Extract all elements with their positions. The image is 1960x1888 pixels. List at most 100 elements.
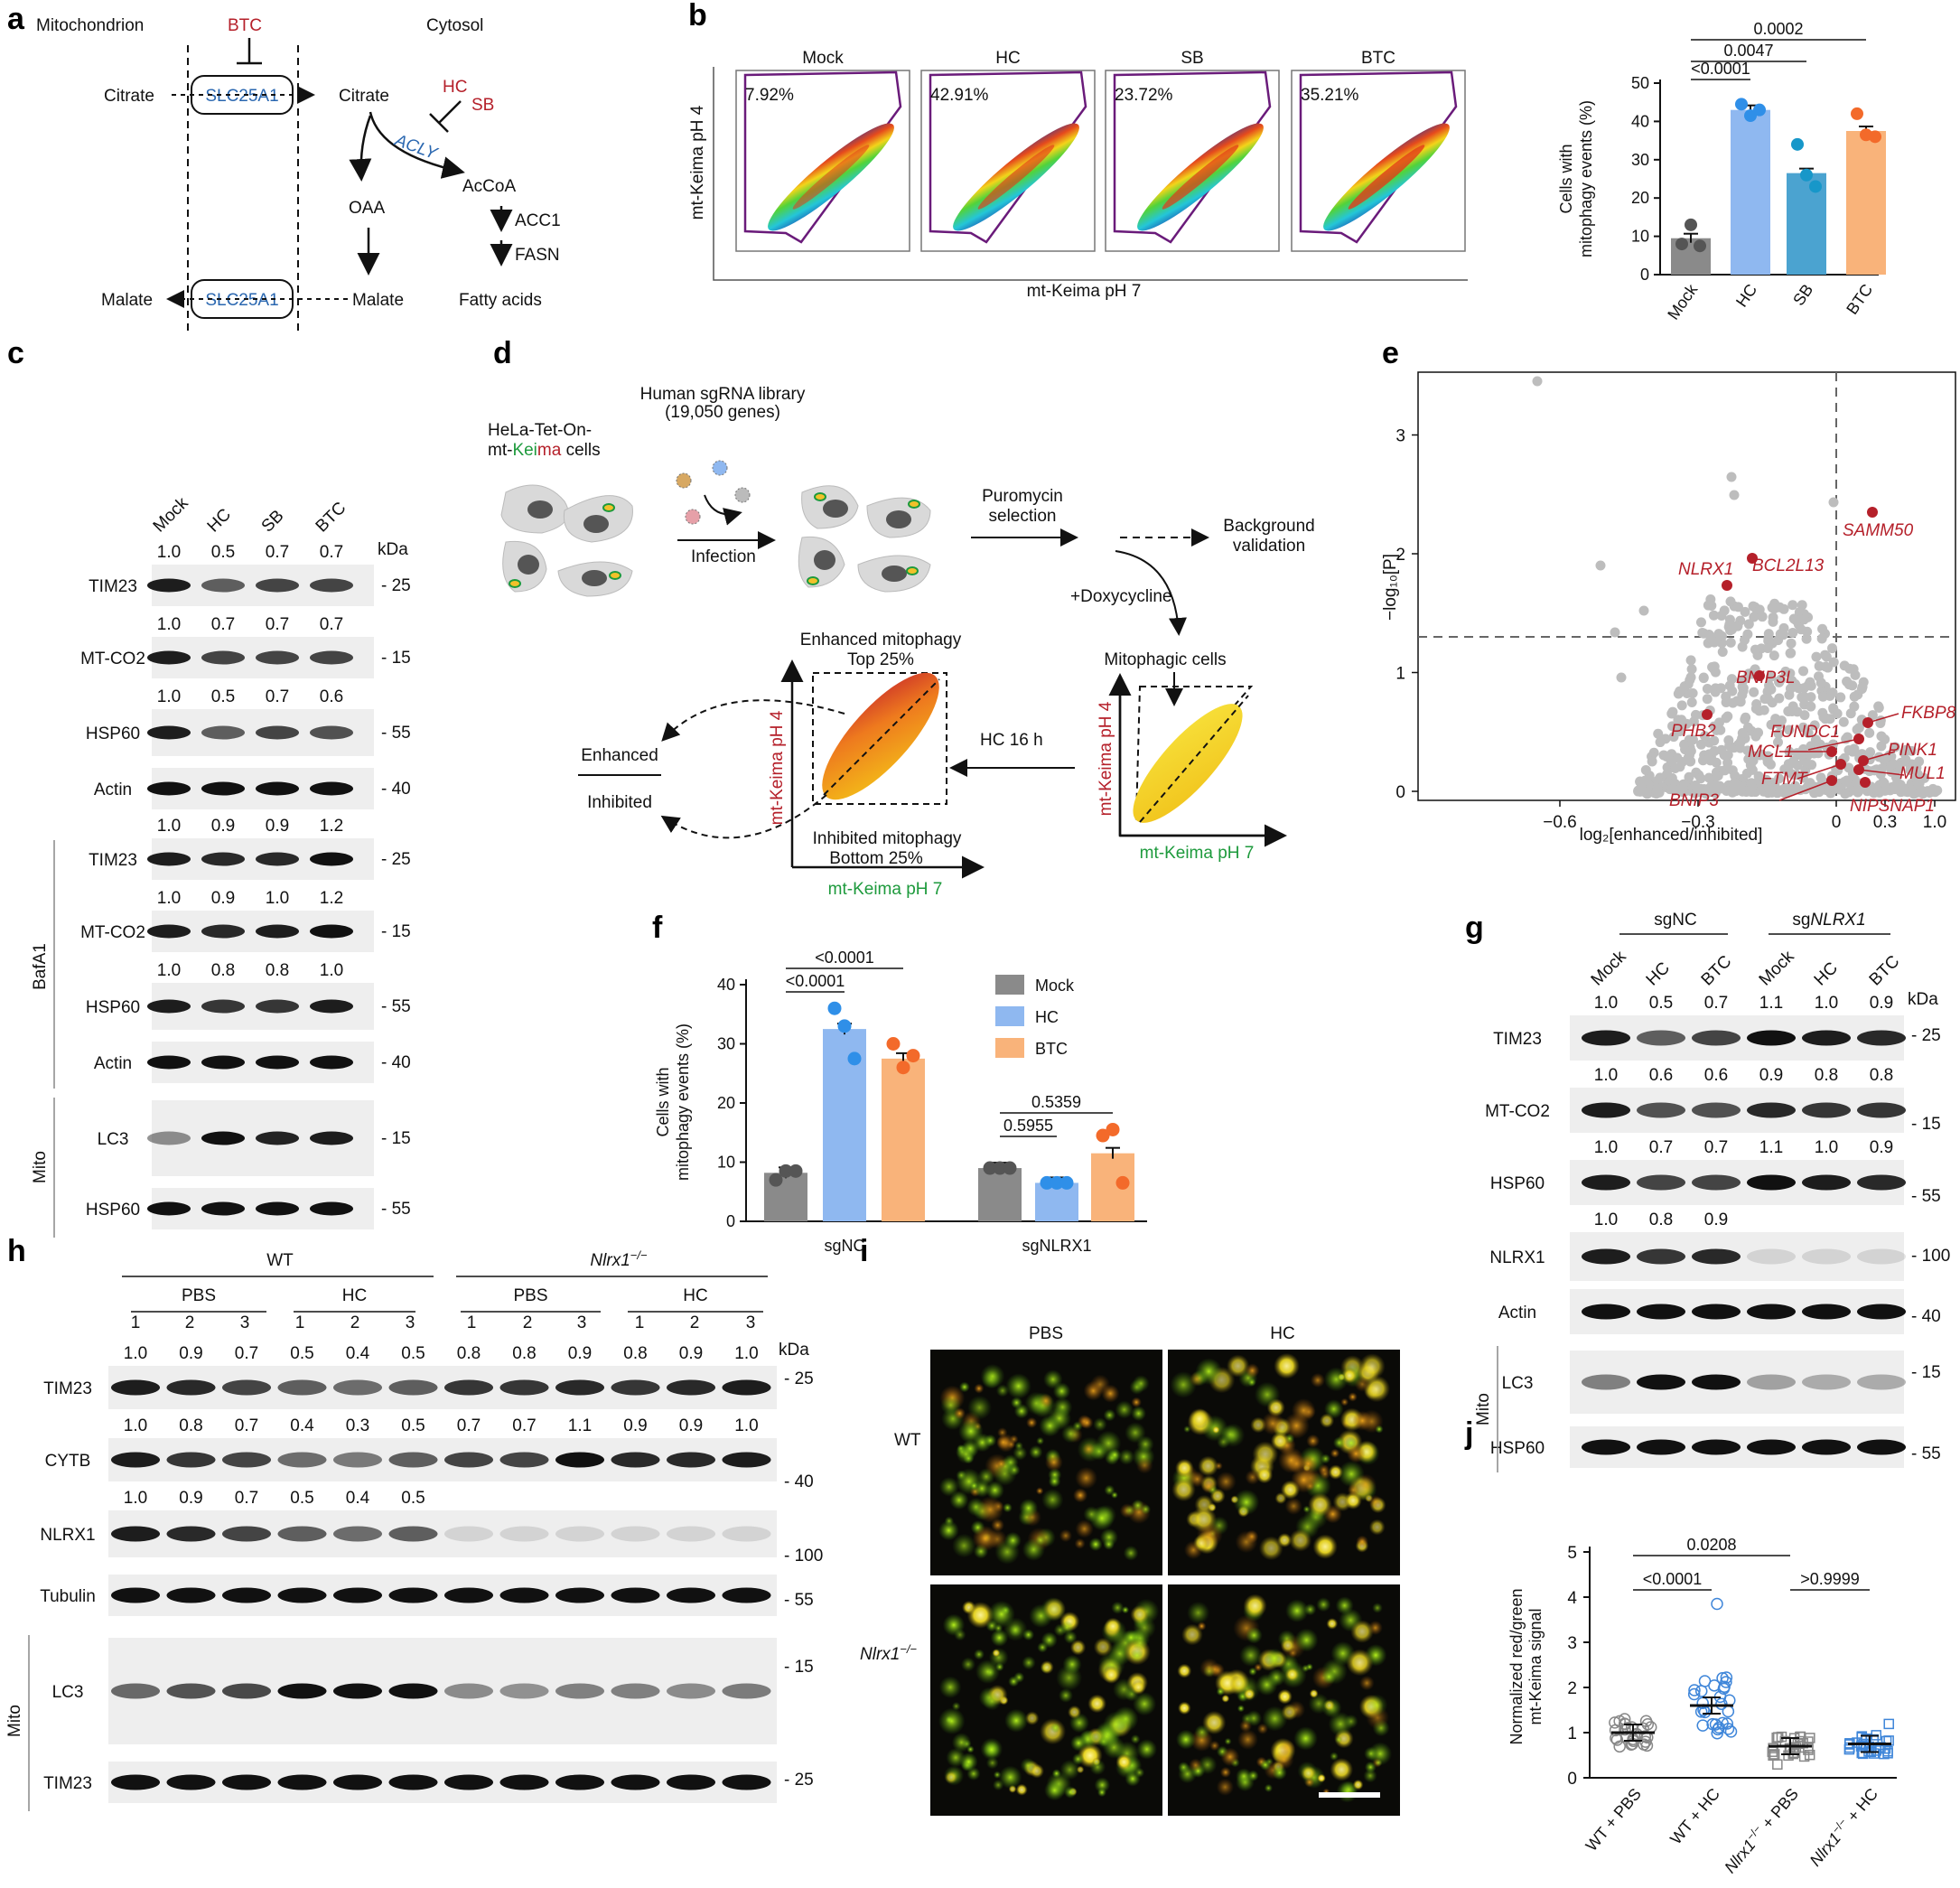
blot-band: [222, 1526, 271, 1542]
scatter-j-point: [1639, 1715, 1653, 1728]
micrograph-puncta: [1235, 1530, 1258, 1554]
blot-band: [1857, 1174, 1906, 1191]
flow-gate-1: [929, 70, 1087, 244]
volcano-bg-point: [1737, 681, 1748, 692]
volcano-bg-point: [1737, 728, 1748, 739]
scatter-j-point: [1613, 1740, 1626, 1753]
micrograph-puncta: [1075, 1519, 1094, 1538]
blot-strip-tim23: [108, 1762, 777, 1803]
blot-band: [499, 1452, 549, 1468]
bar-b-pval-2: 0.0002: [1753, 20, 1803, 38]
blot-band: [444, 1587, 493, 1603]
blot-band: [1857, 1304, 1906, 1320]
micrograph-puncta: [1310, 1372, 1326, 1388]
panel-letter-j: j: [1464, 1416, 1473, 1451]
bar-b-cat-3: BTC: [1843, 281, 1876, 318]
volcano-bg-point: [1726, 624, 1737, 635]
lane-c-0: Mock: [150, 493, 192, 536]
volcano-bg-point: [1750, 644, 1760, 655]
micrograph-puncta: [1317, 1773, 1326, 1783]
micrograph-puncta: [1359, 1675, 1375, 1691]
panel-letter-c: c: [7, 336, 24, 370]
blot-band: [111, 1452, 160, 1468]
micrograph-puncta: [973, 1649, 985, 1660]
micrograph-puncta: [1352, 1779, 1364, 1790]
volcano-bg-point: [1730, 771, 1741, 781]
micrograph-puncta: [969, 1481, 979, 1491]
blot-band: [555, 1526, 604, 1542]
lane-h-4: 2: [350, 1313, 360, 1332]
blot-band: [1747, 1102, 1796, 1118]
blot-band: [310, 725, 353, 740]
micrograph-puncta: [1008, 1676, 1020, 1687]
micrograph-puncta: [1363, 1769, 1377, 1783]
blot-band: [310, 1055, 353, 1070]
micrograph-puncta: [1348, 1392, 1358, 1402]
micrograph-puncta: [1274, 1352, 1300, 1379]
micrograph-puncta: [1323, 1367, 1349, 1392]
blot-band: [1857, 1248, 1906, 1265]
scatter-j-pval-1: <0.0001: [1643, 1570, 1703, 1588]
volcano-bg-point: [1772, 737, 1783, 748]
flow-ylabel: mt-Keima pH 4: [688, 105, 707, 220]
scatter-j-point: [1640, 1739, 1654, 1752]
micrograph-puncta: [1044, 1780, 1066, 1801]
volcano-bg-point: [1927, 786, 1938, 797]
blot-band: [667, 1774, 715, 1790]
volcano-bg-point: [1766, 719, 1777, 730]
micrograph-puncta: [1196, 1521, 1223, 1548]
blot-band: [1692, 1102, 1741, 1118]
blot-marker: - 25: [784, 1369, 814, 1388]
blot-band: [1747, 1030, 1796, 1046]
blot-band: [667, 1452, 715, 1468]
volcano-bg-point: [1778, 630, 1788, 640]
volcano-gene-label-nlrx1: NLRX1: [1678, 560, 1733, 579]
micrograph-puncta: [951, 1733, 972, 1752]
bar-f-point: [1115, 1175, 1130, 1190]
micrograph-puncta: [983, 1741, 1001, 1759]
micrograph-puncta: [1024, 1711, 1040, 1725]
blot-ratio: 1.0: [157, 817, 181, 836]
bar-f-point: [896, 1061, 910, 1075]
volcano-gene-point-samm50: [1867, 507, 1878, 518]
micrograph-puncta: [1072, 1421, 1083, 1432]
micrograph-puncta: [1013, 1445, 1028, 1461]
volcano-bg-point: [1787, 706, 1797, 716]
blot-ratio: 0.8: [1815, 1066, 1838, 1085]
scatter-j-point: [1795, 1732, 1806, 1743]
volcano-ylabel: −log₁₀[P]: [1381, 554, 1400, 621]
panel-letter-i: i: [860, 1234, 868, 1268]
volcano-bg-point: [1693, 784, 1703, 795]
volcano-bg-point: [1735, 743, 1746, 753]
blot-band: [1692, 1374, 1741, 1390]
volcano-bg-point: [1741, 712, 1751, 723]
micrograph-puncta: [1073, 1488, 1088, 1503]
volcano-bg-point: [1774, 773, 1785, 784]
blot-band: [1802, 1102, 1851, 1118]
volcano-bg-point: [1676, 700, 1687, 711]
blot-band: [1857, 1102, 1906, 1118]
volcano-xlabel: log₂[enhanced/inhibited]: [1580, 826, 1763, 845]
blot-ratio: 1.0: [124, 1489, 147, 1508]
subgroup-1: HC: [342, 1286, 367, 1305]
micrograph-puncta: [1236, 1768, 1253, 1785]
micrograph-puncta: [984, 1434, 997, 1447]
panel-f-bar: 0 10 20 30 40 Cells with mitophagy events (%) s…: [654, 949, 1147, 1255]
bar-f-point: [789, 1164, 803, 1178]
volcano-bg-point: [1832, 708, 1843, 719]
blot-band: [388, 1379, 438, 1396]
micrograph-puncta: [1280, 1638, 1296, 1653]
micrograph-puncta: [1343, 1714, 1358, 1729]
volcano-gene-point-bcl2l13: [1747, 553, 1758, 564]
micrograph-puncta: [1346, 1649, 1374, 1677]
scatter-j-point: [1857, 1748, 1869, 1760]
micrograph-puncta: [1301, 1765, 1317, 1781]
blot-label-tim23: TIM23: [89, 851, 137, 870]
flow-title-1: HC: [995, 49, 1020, 68]
blot-ratio: 1.0: [157, 961, 181, 980]
group-mito-c: Mito: [31, 1151, 50, 1183]
scatter-j-ytick-4: 4: [1567, 1589, 1577, 1608]
blot-band: [111, 1774, 160, 1790]
label-citrate-right: Citrate: [339, 87, 389, 106]
enh-line1: Enhanced mitophagy: [800, 631, 962, 650]
